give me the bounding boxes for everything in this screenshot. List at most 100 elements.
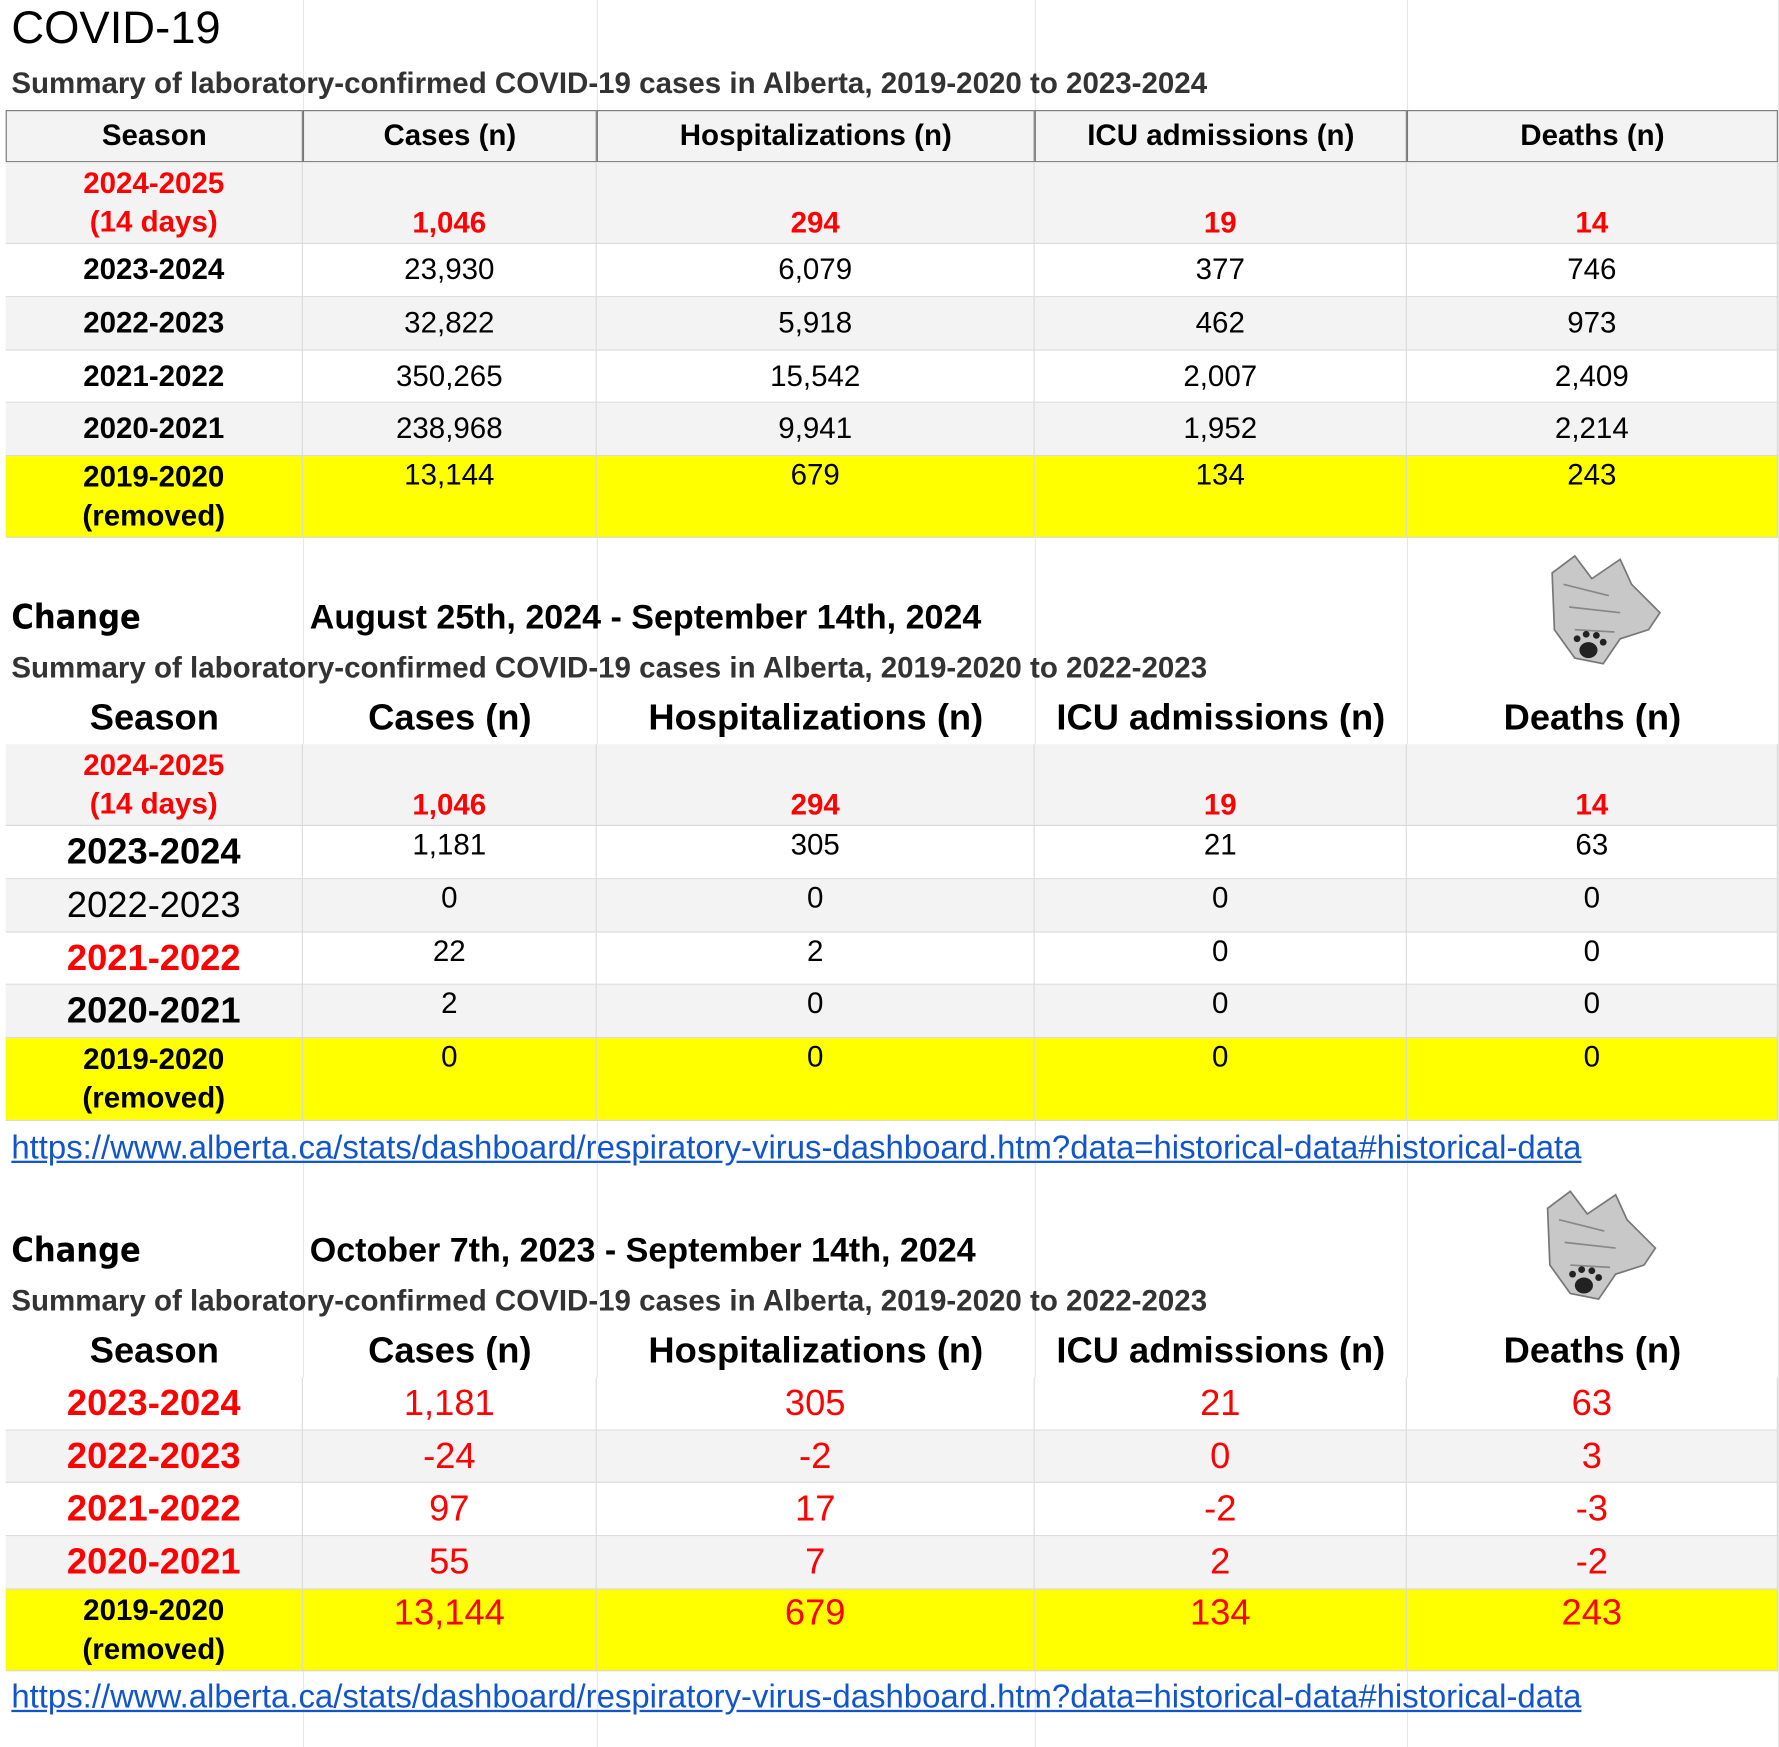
season-cell: 2023-2024 <box>5 825 303 880</box>
value-cell: 0 <box>1406 932 1778 985</box>
value-cell: 14 <box>1406 162 1778 244</box>
column-header: ICU admissions (n) <box>1056 696 1386 738</box>
column-header: ICU admissions (n) <box>1056 1329 1386 1371</box>
wolf-logo <box>1546 1190 1657 1301</box>
value-cell: 0 <box>596 1038 1035 1121</box>
value-cell: 0 <box>1034 1038 1407 1121</box>
value-cell: 2,007 <box>1034 350 1407 403</box>
column-header: ICU admissions (n) <box>1034 110 1407 163</box>
column-header: Cases (n) <box>302 110 597 163</box>
value-cell: 0 <box>1034 984 1407 1039</box>
wolf-logo <box>1551 554 1662 665</box>
value-cell: 6,079 <box>596 243 1035 298</box>
change-label: Change <box>11 597 141 638</box>
value-cell: 243 <box>1406 1589 1778 1672</box>
value-cell: 0 <box>596 984 1035 1039</box>
value-cell: 0 <box>1406 1038 1778 1121</box>
column-header: Season <box>89 1329 219 1371</box>
value-cell: 1,181 <box>302 1377 597 1431</box>
value-cell: 2 <box>596 932 1035 985</box>
value-cell: 294 <box>596 162 1035 244</box>
season-cell: 2023-2024 <box>5 243 303 298</box>
value-cell: 0 <box>302 879 597 933</box>
column-header: Hospitalizations (n) <box>596 110 1035 163</box>
value-cell: 23,930 <box>302 243 597 298</box>
column-header: Season <box>89 696 219 738</box>
value-cell: -3 <box>1406 1482 1778 1537</box>
value-cell: 134 <box>1034 1589 1407 1672</box>
value-cell: 305 <box>596 825 1035 880</box>
column-header: Deaths (n) <box>1503 1329 1682 1371</box>
table-subtitle: Summary of laboratory-confirmed COVID-19… <box>11 650 1208 685</box>
value-cell: 1,046 <box>302 162 597 244</box>
value-cell: 462 <box>1034 297 1407 351</box>
grid-line <box>1777 0 1779 1747</box>
season-cell: 2020-2021 <box>5 1536 303 1590</box>
value-cell: 1,181 <box>302 825 597 880</box>
column-header: Hospitalizations (n) <box>648 696 984 738</box>
value-cell: 0 <box>1034 879 1407 933</box>
column-header: Cases (n) <box>368 1329 532 1371</box>
table-subtitle: Summary of laboratory-confirmed COVID-19… <box>11 65 1208 100</box>
value-cell: 134 <box>1034 456 1407 538</box>
value-cell: 973 <box>1406 297 1778 351</box>
value-cell: 19 <box>1034 162 1407 244</box>
value-cell: 2,214 <box>1406 402 1778 457</box>
source-link[interactable]: https://www.alberta.ca/stats/dashboard/r… <box>11 1130 1582 1167</box>
season-cell: 2021-2022 <box>5 350 303 403</box>
table-subtitle: Summary of laboratory-confirmed COVID-19… <box>11 1282 1208 1317</box>
column-header: Deaths (n) <box>1503 696 1682 738</box>
value-cell: -2 <box>1034 1482 1407 1537</box>
value-cell: 32,822 <box>302 297 597 351</box>
season-cell: 2022-2023 <box>5 297 303 351</box>
value-cell: 679 <box>596 456 1035 538</box>
source-link[interactable]: https://www.alberta.ca/stats/dashboard/r… <box>11 1678 1582 1716</box>
season-cell: 2023-2024 <box>5 1377 303 1431</box>
value-cell: 238,968 <box>302 402 597 457</box>
column-header: Deaths (n) <box>1406 110 1778 163</box>
value-cell: 2 <box>302 984 597 1039</box>
column-header: Season <box>5 110 303 163</box>
period: October 7th, 2023 - September 14th, 2024 <box>309 1232 976 1270</box>
value-cell: 17 <box>596 1482 1035 1537</box>
season-cell: 2021-2022 <box>5 1482 303 1537</box>
season-cell: 2020-2021 <box>5 402 303 457</box>
value-cell: 0 <box>1406 984 1778 1039</box>
value-cell: 746 <box>1406 243 1778 298</box>
value-cell: 0 <box>1406 879 1778 933</box>
value-cell: 0 <box>596 879 1035 933</box>
value-cell: 21 <box>1034 825 1407 880</box>
value-cell: 0 <box>1034 932 1407 985</box>
value-cell: 9,941 <box>596 402 1035 457</box>
season-cell: 2024-2025 (14 days) <box>5 744 303 826</box>
value-cell: 2 <box>1034 1536 1407 1590</box>
value-cell: 1,046 <box>302 744 597 826</box>
value-cell: -2 <box>596 1430 1035 1483</box>
season-cell: 2020-2021 <box>5 984 303 1039</box>
value-cell: 97 <box>302 1482 597 1537</box>
value-cell: 13,144 <box>302 456 597 538</box>
value-cell: 2,409 <box>1406 350 1778 403</box>
value-cell: 377 <box>1034 243 1407 298</box>
value-cell: 21 <box>1034 1377 1407 1431</box>
season-cell: 2024-2025 (14 days) <box>5 162 303 244</box>
value-cell: 1,952 <box>1034 402 1407 457</box>
value-cell: 22 <box>302 932 597 985</box>
season-cell: 2019-2020 (removed) <box>5 1038 303 1121</box>
value-cell: 243 <box>1406 456 1778 538</box>
value-cell: 3 <box>1406 1430 1778 1483</box>
value-cell: 14 <box>1406 744 1778 826</box>
value-cell: 0 <box>302 1038 597 1121</box>
season-cell: 2021-2022 <box>5 932 303 985</box>
value-cell: 7 <box>596 1536 1035 1590</box>
value-cell: 350,265 <box>302 350 597 403</box>
value-cell: 63 <box>1406 1377 1778 1431</box>
value-cell: -24 <box>302 1430 597 1483</box>
value-cell: 305 <box>596 1377 1035 1431</box>
value-cell: 679 <box>596 1589 1035 1672</box>
value-cell: -2 <box>1406 1536 1778 1590</box>
value-cell: 294 <box>596 744 1035 826</box>
value-cell: 13,144 <box>302 1589 597 1672</box>
